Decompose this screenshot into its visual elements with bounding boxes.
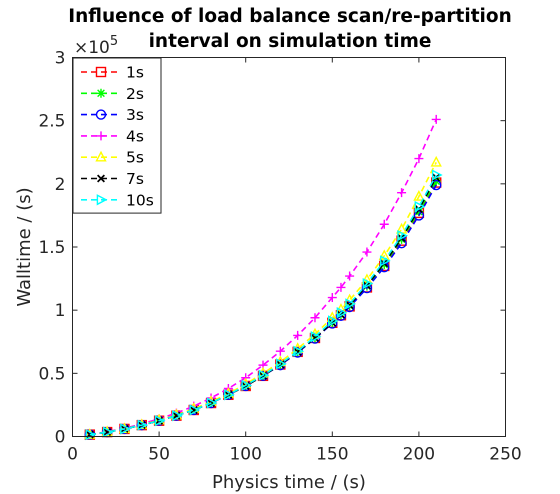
- legend-marker-5s: [95, 150, 107, 162]
- data-point-4s-190: [397, 188, 407, 198]
- y-axis-label: Walltime / (s): [14, 187, 35, 306]
- data-point-10s-60: [172, 409, 183, 422]
- series-10s: [85, 169, 443, 441]
- legend-item-5s: 5s: [81, 149, 144, 167]
- data-point-4s-210: [431, 114, 441, 124]
- axes: 0 50 100 150 200 250 0 0.5 1 1.5 2 2.5 3: [38, 49, 521, 465]
- legend-item-1s: 1s: [81, 64, 144, 82]
- data-point-7s-70: [189, 405, 198, 414]
- data-point-10s-160: [345, 298, 357, 310]
- data-point-4s-180: [379, 219, 389, 229]
- y-tick-label-50000: 0.5: [38, 364, 65, 384]
- data-point-10s-30: [120, 423, 131, 435]
- data-point-10s-180: [379, 255, 391, 267]
- x-tick-label-0: 0: [67, 445, 78, 465]
- data-point-10s-110: [258, 369, 270, 381]
- data-point-2s-180: [379, 260, 389, 270]
- x-tick-label-50: 50: [148, 445, 170, 465]
- data-point-7s-20: [103, 428, 112, 437]
- series-line-4s: [89, 119, 437, 436]
- data-point-4s-155: [336, 282, 346, 292]
- legend-marker-4s: [96, 131, 106, 141]
- data-point-4s-120: [275, 346, 285, 356]
- legend-item-3s: 3s: [81, 106, 144, 124]
- chart-title-line-2: interval on simulation time: [149, 31, 432, 52]
- legend-item-7s: 7s: [81, 170, 144, 188]
- x-tick-label-250: 250: [489, 445, 521, 465]
- data-point-4s-160: [345, 271, 355, 281]
- y-tick-label-150000: 1.5: [38, 238, 65, 258]
- chart-title-line-1: Influence of load balance scan/re-partit…: [68, 6, 512, 27]
- data-point-10s-100: [241, 379, 253, 391]
- legend-item-4s: 4s: [81, 127, 144, 145]
- y-tick-label-100000: 1: [55, 301, 66, 321]
- data-point-3s-160: [344, 301, 355, 313]
- data-point-10s-40: [137, 419, 149, 431]
- data-point-10s-150: [328, 315, 339, 327]
- legend-label-2s: 2s: [126, 85, 144, 103]
- data-point-2s-210: [431, 176, 441, 186]
- data-point-4s-170: [362, 247, 372, 257]
- data-point-10s-155: [336, 307, 348, 319]
- legend-label-10s: 10s: [126, 191, 154, 209]
- data-point-10s-80: [206, 397, 218, 409]
- y-exponent-base: ×10: [74, 38, 110, 58]
- legend-label-7s: 7s: [126, 170, 144, 188]
- data-point-10s-90: [224, 389, 235, 401]
- x-tick-label-150: 150: [316, 445, 348, 465]
- legend-marker-10s: [96, 194, 108, 206]
- y-tick-label-300000: 3: [55, 49, 66, 69]
- data-point-4s-130: [293, 330, 303, 340]
- data-point-5s-210: [430, 155, 442, 167]
- legend-label-4s: 4s: [126, 127, 144, 145]
- legend-label-1s: 1s: [126, 64, 144, 82]
- data-point-10s-130: [293, 345, 305, 357]
- y-exponent-power: 5: [110, 34, 118, 49]
- legend-marker-2s: [96, 88, 106, 98]
- legend-item-10s: 10s: [81, 191, 154, 209]
- legend-marker-3s: [95, 109, 107, 120]
- data-point-10s-200: [414, 200, 426, 213]
- data-point-4s-150: [327, 293, 337, 303]
- series-layer: [84, 114, 443, 441]
- legend-marker-7s: [97, 174, 105, 183]
- x-tick-label-100: 100: [229, 445, 261, 465]
- y-exponent-label: ×105: [74, 34, 118, 58]
- data-point-2s-200: [414, 207, 424, 217]
- y-tick-label-250000: 2.5: [38, 112, 65, 132]
- data-point-10s-190: [397, 229, 409, 242]
- data-point-5s-200: [413, 190, 425, 201]
- data-point-4s-140: [310, 313, 320, 323]
- data-point-10s-170: [362, 277, 374, 290]
- x-axis-label: Physics time / (s): [212, 472, 366, 493]
- data-point-10s-140: [310, 331, 322, 343]
- data-point-5s-180: [378, 249, 390, 261]
- data-point-10s-50: [154, 415, 166, 427]
- series-line-10s: [89, 174, 437, 436]
- data-point-10s-120: [276, 358, 287, 370]
- data-point-7s-60: [172, 411, 181, 420]
- legend-label-5s: 5s: [126, 149, 144, 167]
- data-point-4s-200: [414, 154, 424, 164]
- data-point-3s-200: [413, 210, 425, 221]
- x-tick-label-200: 200: [403, 445, 435, 465]
- legend-label-3s: 3s: [126, 106, 144, 124]
- data-point-10s-210: [431, 169, 443, 181]
- data-point-3s-155: [335, 310, 347, 322]
- data-point-10s-20: [102, 426, 114, 438]
- data-point-10s-70: [189, 404, 201, 416]
- y-tick-label-0: 0: [55, 428, 66, 448]
- y-tick-label-200000: 2: [55, 175, 66, 195]
- legend: 1s 2s 3s 4s 5s 7s 10s: [72, 57, 162, 214]
- legend-item-2s: 2s: [81, 85, 144, 103]
- legend-marker-1s: [95, 66, 107, 78]
